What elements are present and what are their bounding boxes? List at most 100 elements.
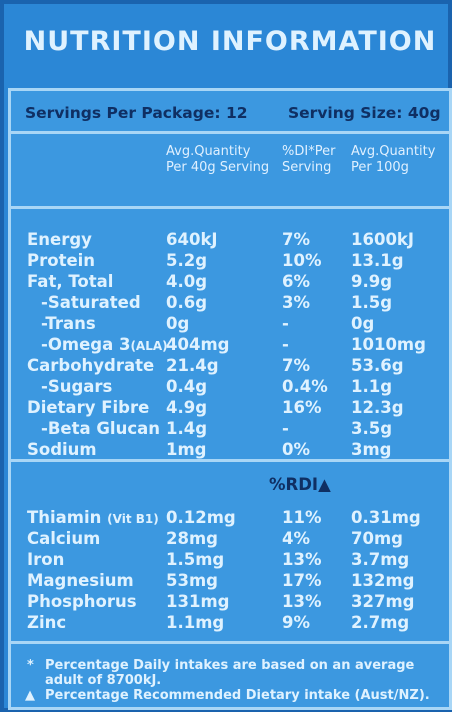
nutrient-per-100g: 53.6g <box>351 356 404 375</box>
nutrients-section: Energy 640kJ 7% 1600kJ Protein 5.2g 10% … <box>11 206 449 459</box>
table-row: -Omega 3(ALA) 404mg - 1010mg <box>11 334 449 355</box>
nutrient-name: Protein <box>27 251 96 270</box>
minerals-section: %RDI▲ Thiamin (Vit B1) 0.12mg 11% 0.31mg… <box>11 459 449 641</box>
table-row: Thiamin (Vit B1) 0.12mg 11% 0.31mg <box>11 507 449 528</box>
nutrient-per-serving: 1mg <box>166 440 207 459</box>
panel-title: NUTRITION INFORMATION <box>23 26 437 57</box>
mineral-per-100g: 70mg <box>351 529 403 548</box>
header-di-line2: Serving <box>282 160 332 175</box>
nutrient-name: Fat, Total <box>27 272 114 291</box>
mineral-per-serving: 53mg <box>166 571 218 590</box>
nutrient-di: 10% <box>282 251 322 270</box>
nutrient-name: -Omega 3 <box>41 335 131 354</box>
nutrient-per-100g: 1600kJ <box>351 230 415 249</box>
servings-per-package: Servings Per Package: 12 <box>25 104 248 122</box>
footnote-rdi-mark: ▲ <box>25 688 35 703</box>
footnote-di-text: Percentage Daily intakes are based on an… <box>45 658 415 673</box>
table-row: Calcium 28mg 4% 70mg <box>11 528 449 549</box>
table-row: Protein 5.2g 10% 13.1g <box>11 250 449 271</box>
mineral-name-suffix: (Vit B1) <box>107 512 159 526</box>
header-per-serving-line1: Avg.Quantity <box>166 144 251 159</box>
mineral-per-100g: 327mg <box>351 592 415 611</box>
header-per-serving-line2: Per 40g Serving <box>166 160 270 175</box>
table-row: -Sugars 0.4g 0.4% 1.1g <box>11 376 449 397</box>
nutrient-di: 7% <box>282 356 311 375</box>
mineral-per-serving: 131mg <box>166 592 230 611</box>
table-row: Dietary Fibre 4.9g 16% 12.3g <box>11 397 449 418</box>
nutrient-per-serving: 21.4g <box>166 356 219 375</box>
mineral-per-serving: 1.1mg <box>166 613 225 632</box>
nutrient-di: - <box>282 335 289 354</box>
table-row: Zinc 1.1mg 9% 2.7mg <box>11 612 449 633</box>
nutrient-per-serving: 404mg <box>166 335 230 354</box>
table-row: Phosphorus 131mg 13% 327mg <box>11 591 449 612</box>
footnotes-section: * Percentage Daily intakes are based on … <box>11 641 449 707</box>
nutrient-per-serving: 4.9g <box>166 398 208 417</box>
mineral-rdi: 13% <box>282 592 322 611</box>
column-header-section: Avg.Quantity Per 40g Serving %DI*Per Ser… <box>11 131 449 206</box>
mineral-per-100g: 2.7mg <box>351 613 410 632</box>
mineral-per-100g: 3.7mg <box>351 550 410 569</box>
table-row: Sodium 1mg 0% 3mg <box>11 439 449 460</box>
nutrient-name-group: -Omega 3(ALA) <box>41 334 168 357</box>
table-row: -Beta Glucan 1.4g - 3.5g <box>11 418 449 439</box>
nutrient-name: Sodium <box>27 440 97 459</box>
table-row: Carbohydrate 21.4g 7% 53.6g <box>11 355 449 376</box>
header-per-100g: Avg.Quantity Per 100g <box>351 144 435 176</box>
mineral-rdi: 4% <box>282 529 311 548</box>
nutrient-per-100g: 1.1g <box>351 377 393 396</box>
nutrient-name: -Sugars <box>41 377 113 396</box>
footnote-di-text-2: adult of 8700kJ. <box>45 673 162 688</box>
nutrient-name: Energy <box>27 230 92 249</box>
nutrient-name: Carbohydrate <box>27 356 155 375</box>
nutrition-table: Servings Per Package: 12 Serving Size: 4… <box>8 88 452 710</box>
mineral-rdi: 11% <box>282 508 322 527</box>
nutrient-di: 16% <box>282 398 322 417</box>
mineral-name: Magnesium <box>27 571 134 590</box>
nutrient-di: - <box>282 314 289 333</box>
table-row: Magnesium 53mg 17% 132mg <box>11 570 449 591</box>
nutrient-per-100g: 13.1g <box>351 251 404 270</box>
header-di: %DI*Per Serving <box>282 144 335 176</box>
nutrient-per-100g: 9.9g <box>351 272 393 291</box>
nutrient-per-serving: 4.0g <box>166 272 208 291</box>
header-per-serving: Avg.Quantity Per 40g Serving <box>166 144 269 176</box>
nutrient-per-serving: 0g <box>166 314 190 333</box>
nutrient-per-100g: 12.3g <box>351 398 404 417</box>
mineral-name: Calcium <box>27 529 101 548</box>
nutrient-per-serving: 0.6g <box>166 293 208 312</box>
mineral-per-serving: 1.5mg <box>166 550 225 569</box>
nutrient-di: 3% <box>282 293 311 312</box>
nutrient-per-serving: 5.2g <box>166 251 208 270</box>
mineral-per-100g: 132mg <box>351 571 415 590</box>
table-row: Iron 1.5mg 13% 3.7mg <box>11 549 449 570</box>
nutrient-di: 0% <box>282 440 311 459</box>
table-row: Fat, Total 4.0g 6% 9.9g <box>11 271 449 292</box>
nutrient-di: 0.4% <box>282 377 328 396</box>
nutrient-per-100g: 3.5g <box>351 419 393 438</box>
serving-size: Serving Size: 40g <box>288 104 441 122</box>
table-row: -Saturated 0.6g 3% 1.5g <box>11 292 449 313</box>
header-di-line1: %DI*Per <box>282 144 336 159</box>
nutrient-di: 7% <box>282 230 311 249</box>
nutrient-name: -Trans <box>41 314 96 333</box>
nutrient-per-100g: 0g <box>351 314 375 333</box>
mineral-per-serving: 0.12mg <box>166 508 236 527</box>
mineral-per-serving: 28mg <box>166 529 218 548</box>
nutrient-per-serving: 1.4g <box>166 419 208 438</box>
table-row: -Trans 0g - 0g <box>11 313 449 334</box>
mineral-per-100g: 0.31mg <box>351 508 421 527</box>
header-per-100g-line1: Avg.Quantity <box>351 144 436 159</box>
mineral-name: Thiamin <box>27 508 102 527</box>
mineral-rdi: 13% <box>282 550 322 569</box>
mineral-name-group: Thiamin (Vit B1) <box>27 507 159 530</box>
nutrient-di: - <box>282 419 289 438</box>
nutrient-name: -Saturated <box>41 293 141 312</box>
nutrient-per-100g: 1.5g <box>351 293 393 312</box>
nutrient-per-serving: 0.4g <box>166 377 208 396</box>
nutrient-per-serving: 640kJ <box>166 230 218 249</box>
mineral-rdi: 9% <box>282 613 311 632</box>
nutrient-name: -Beta Glucan <box>41 419 160 438</box>
footnote-rdi-text: Percentage Recommended Dietary intake (A… <box>45 688 430 703</box>
